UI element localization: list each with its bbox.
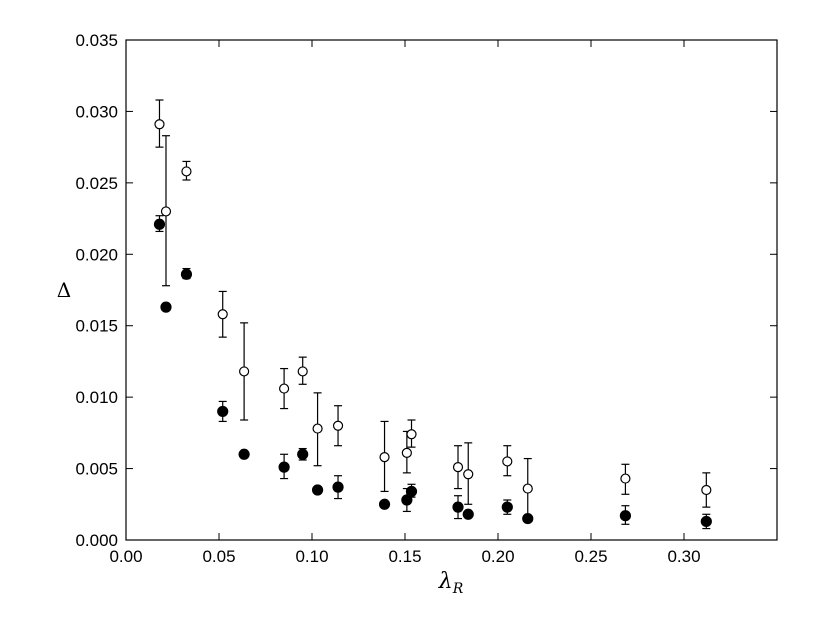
data-point-open [239,366,250,377]
data-point-filled [405,485,418,498]
data-point-filled [462,508,474,520]
data-point-filled [278,461,290,473]
x-axis-label-subscript: R [452,581,464,597]
x-tick-label: 0.20 [481,547,514,566]
data-series [153,99,712,530]
x-tick-label: 0.05 [202,547,235,566]
data-point-filled [619,510,632,522]
data-point-open [312,423,323,434]
series-filled-circle [153,215,712,530]
x-axis-label: λR [438,569,464,597]
data-point-open [332,420,344,431]
data-point-open [297,366,308,377]
y-tick-label: 0.010 [75,388,118,407]
data-point-filled [217,405,229,418]
data-point-open [452,462,464,473]
data-point-filled [311,484,324,496]
x-tick-label: 0.25 [574,547,607,566]
data-point-filled [452,501,464,513]
data-point-open [379,452,390,463]
x-tick-label: 0.10 [295,547,328,566]
y-tick-label: 0.020 [75,245,118,264]
data-point-filled [160,301,172,313]
data-point-open [160,206,172,217]
data-point-open [701,484,712,496]
data-point-open [463,469,474,480]
data-point-filled [378,498,391,510]
data-point-filled [332,481,344,493]
y-tick-label: 0.005 [75,460,118,479]
data-point-open [620,473,631,484]
data-point-open [522,483,533,494]
data-point-filled [700,515,712,528]
data-point-filled [297,448,309,460]
data-point-filled [153,218,166,230]
y-axis-ticks: 0.000 0.005 0.010 0.015 0.020 0.025 0.030 0.035 [75,31,777,550]
x-tick-label: 0.30 [667,547,700,566]
x-axis-ticks: 0.00 0.05 0.10 0.15 0.20 0.25 0.30 [109,40,701,566]
x-axis-label-main: λ [438,569,453,594]
data-point-open [217,309,228,320]
x-tick-label: 0.15 [388,547,421,566]
series-open-circle [154,99,712,518]
data-point-filled [180,268,193,280]
plot-frame [125,39,778,541]
data-point-open [502,456,513,467]
data-point-open [154,119,165,130]
data-point-filled [501,501,513,513]
y-axis-label: Δ [57,278,71,302]
data-point-open [279,383,290,394]
data-point-open [401,447,412,458]
data-point-open [406,429,417,440]
data-point-open [181,166,192,177]
data-point-filled [522,512,534,525]
x-tick-label: 0.00 [109,547,142,566]
y-tick-label: 0.000 [75,531,118,550]
y-tick-label: 0.025 [75,174,118,193]
y-tick-label: 0.035 [75,31,118,50]
data-point-filled [238,448,250,460]
y-tick-label: 0.015 [75,317,118,336]
y-tick-label: 0.030 [75,102,118,121]
